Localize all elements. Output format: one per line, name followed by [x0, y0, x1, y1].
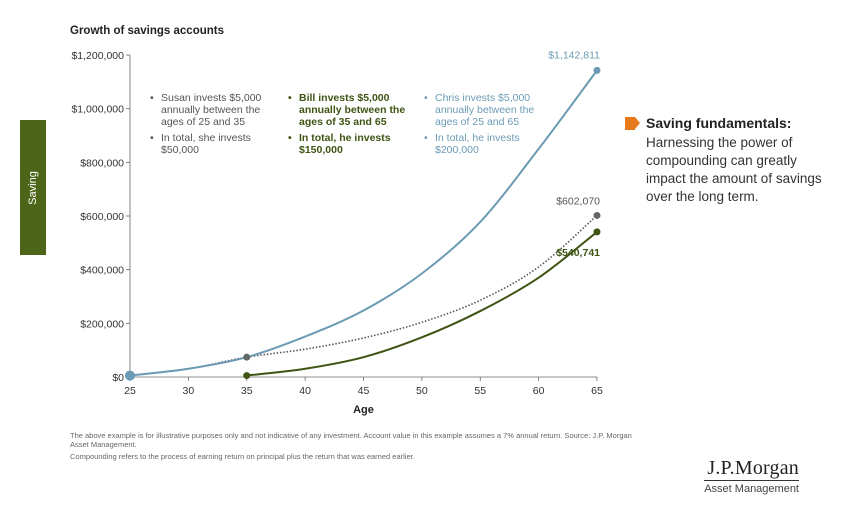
jpmorgan-logo: J.P.Morgan Asset Management: [704, 458, 799, 495]
y-tick-label: $600,000: [80, 211, 124, 223]
point-start-chris: [125, 370, 135, 381]
x-tick-label: 55: [474, 385, 486, 397]
point-end-susan: [593, 211, 601, 219]
x-tick-label: 60: [533, 385, 545, 397]
y-tick-label: $0: [112, 372, 124, 384]
logo-subtitle: Asset Management: [704, 483, 799, 495]
point-start-bill: [243, 372, 251, 380]
y-tick-label: $400,000: [80, 265, 124, 277]
x-axis-title: Age: [353, 404, 374, 416]
point-end-chris: [593, 66, 601, 74]
footnote-compounding: Compounding refers to the process of ear…: [70, 452, 415, 461]
series-line-chris: [129, 69, 598, 377]
annotation-chris: Chris invests $5,000 annually between th…: [424, 92, 549, 160]
annotation-susan-line1: Susan invests $5,000 annually between th…: [150, 92, 275, 128]
end-label-chris: $1,142,811: [548, 49, 600, 61]
section-tab-saving: Saving: [20, 120, 46, 255]
annotation-susan-line2: In total, she invests $50,000: [150, 132, 275, 156]
x-tick-label: 35: [241, 385, 253, 397]
annotation-chris-line2: In total, he invests $200,000: [424, 132, 549, 156]
point-end-bill: [593, 228, 601, 236]
annotation-bill-line1: Bill invests $5,000 annually between the…: [288, 92, 413, 128]
x-tick-label: 65: [591, 385, 603, 397]
point-susan-stop: [243, 353, 251, 361]
x-tick-label: 50: [416, 385, 428, 397]
annotation-bill-line2: In total, he invests $150,000: [288, 132, 413, 156]
y-tick-label: $800,000: [80, 157, 124, 169]
chart-title: Growth of savings accounts: [70, 25, 224, 37]
series-line-susan: [129, 214, 598, 377]
logo-brand: J.P.Morgan: [704, 458, 799, 481]
y-tick-label: $200,000: [80, 318, 124, 330]
end-label-bill: $540,741: [556, 247, 600, 259]
series-line-bill: [246, 231, 598, 377]
footnote-disclaimer: The above example is for illustrative pu…: [70, 431, 632, 449]
x-tick-label: 30: [183, 385, 195, 397]
fundamentals-title: Saving fundamentals:: [646, 115, 792, 131]
x-tick-label: 25: [124, 385, 136, 397]
annotation-susan: Susan invests $5,000 annually between th…: [150, 92, 275, 160]
x-tick-label: 40: [299, 385, 311, 397]
y-tick-label: $1,200,000: [71, 50, 124, 62]
annotation-chris-line1: Chris invests $5,000 annually between th…: [424, 92, 549, 128]
x-tick-label: 45: [358, 385, 370, 397]
y-tick-label: $1,000,000: [71, 104, 124, 116]
end-label-susan: $602,070: [556, 195, 600, 207]
fundamentals-body: Harnessing the power of compounding can …: [646, 135, 822, 204]
annotation-bill: Bill invests $5,000 annually between the…: [288, 92, 413, 160]
